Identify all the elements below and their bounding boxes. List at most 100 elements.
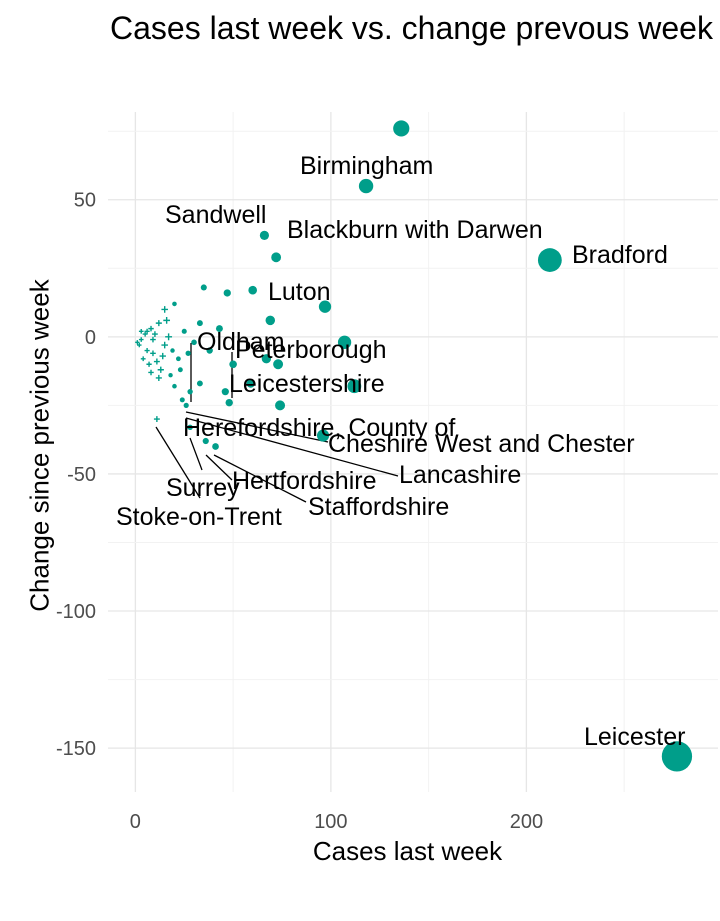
data-point: [177, 367, 183, 373]
data-point-labeled: [318, 300, 332, 313]
point-label: Hertfordshire: [232, 467, 377, 495]
data-point-labeled: [661, 741, 693, 772]
point-label: Surrey: [166, 474, 240, 502]
data-point: [137, 342, 142, 348]
data-point: [275, 400, 286, 411]
leader-line: [213, 454, 307, 503]
point-label: Staffordshire: [308, 493, 449, 521]
data-point: [221, 388, 229, 396]
data-point: [181, 328, 187, 334]
data-point-labeled: [537, 248, 562, 272]
data-point-labeled: [202, 437, 209, 445]
data-point: [150, 350, 156, 357]
label-leader-lines: [155, 343, 399, 503]
point-label: Lancashire: [399, 461, 521, 489]
data-point: [206, 347, 213, 354]
leader-line: [205, 454, 233, 481]
data-point: [273, 359, 284, 370]
data-point: [170, 348, 175, 353]
grid-lines: [108, 112, 718, 792]
data-point: [261, 354, 272, 364]
data-point: [248, 285, 257, 295]
data-point-labeled: [393, 120, 410, 137]
leader-line: [185, 411, 329, 443]
data-point: [148, 325, 154, 332]
data-point: [271, 252, 282, 263]
y-tick-label: 50: [74, 190, 96, 212]
data-point: [157, 366, 164, 373]
data-point: [165, 333, 173, 341]
data-point: [146, 361, 152, 367]
data-point: [142, 331, 148, 337]
data-point: [144, 328, 150, 334]
data-point: [163, 317, 171, 324]
leader-line: [155, 426, 201, 499]
data-point: [265, 315, 276, 326]
x-tick-label: 200: [510, 811, 543, 833]
data-point: [172, 383, 177, 389]
x-tick-label: 100: [314, 811, 347, 833]
y-tick-label: -100: [56, 601, 96, 623]
y-axis-label: Change since previous week: [24, 279, 55, 612]
point-label: Peterborough: [235, 336, 387, 364]
x-axis-label: Cases last week: [312, 836, 503, 866]
point-label: Oldham: [197, 328, 285, 356]
data-point-labeled: [259, 230, 270, 240]
data-point: [200, 284, 207, 291]
leader-line: [185, 417, 399, 477]
data-points: [135, 120, 693, 772]
data-point-labeled: [212, 443, 219, 450]
point-label: Bradford: [572, 241, 668, 269]
point-label: Cheshire West and Chester: [328, 430, 635, 458]
data-point: [172, 301, 177, 307]
data-point-labeled: [187, 388, 193, 395]
point-label: Stoke-on-Trent: [116, 503, 282, 531]
point-label: Leicester: [584, 723, 685, 751]
data-point-labeled: [347, 379, 362, 394]
data-point: [229, 360, 237, 369]
data-point: [161, 306, 168, 313]
data-point: [138, 329, 144, 334]
y-tick-label: -150: [56, 738, 96, 760]
data-point: [223, 289, 231, 297]
data-point-labeled: [337, 335, 352, 349]
point-label: Sandwell: [165, 201, 266, 229]
data-point: [175, 356, 181, 362]
data-point: [153, 358, 160, 365]
data-point: [185, 350, 191, 356]
y-tick-label: -50: [67, 464, 96, 486]
data-point: [215, 325, 223, 333]
tick-labels: 0 100 200 50 0 -50 -100 -150: [56, 190, 543, 833]
data-point-labeled: [358, 178, 374, 194]
data-point: [159, 352, 166, 360]
data-point-labeled: [316, 429, 330, 442]
data-point: [140, 356, 146, 362]
leader-line: [189, 437, 203, 471]
point-label: Birmingham: [300, 152, 433, 180]
data-point: [161, 341, 168, 349]
data-point-labeled: [183, 402, 189, 408]
data-point: [148, 369, 154, 376]
data-point: [150, 336, 156, 343]
data-point: [152, 331, 158, 337]
chart-title: Cases last week vs. change prevous week: [110, 10, 713, 46]
y-tick-label: 0: [85, 327, 96, 349]
data-point-labeled: [153, 416, 160, 423]
data-point-labeled: [187, 424, 193, 431]
data-point: [196, 320, 203, 327]
data-point: [168, 373, 173, 378]
data-point: [155, 320, 162, 327]
point-label: Luton: [268, 278, 331, 306]
point-label: Blackburn with Darwen: [287, 216, 543, 244]
data-point: [196, 380, 203, 387]
data-point: [135, 340, 140, 345]
data-point: [138, 337, 144, 342]
point-labels: Leicester Bradford Birmingham Sandwell Black…: [116, 152, 685, 751]
data-point: [246, 379, 255, 388]
data-point: [225, 398, 233, 407]
data-point: [155, 374, 162, 382]
data-point-labeled: [179, 397, 185, 403]
data-point: [144, 347, 150, 354]
point-label: Leicestershire: [229, 370, 385, 398]
